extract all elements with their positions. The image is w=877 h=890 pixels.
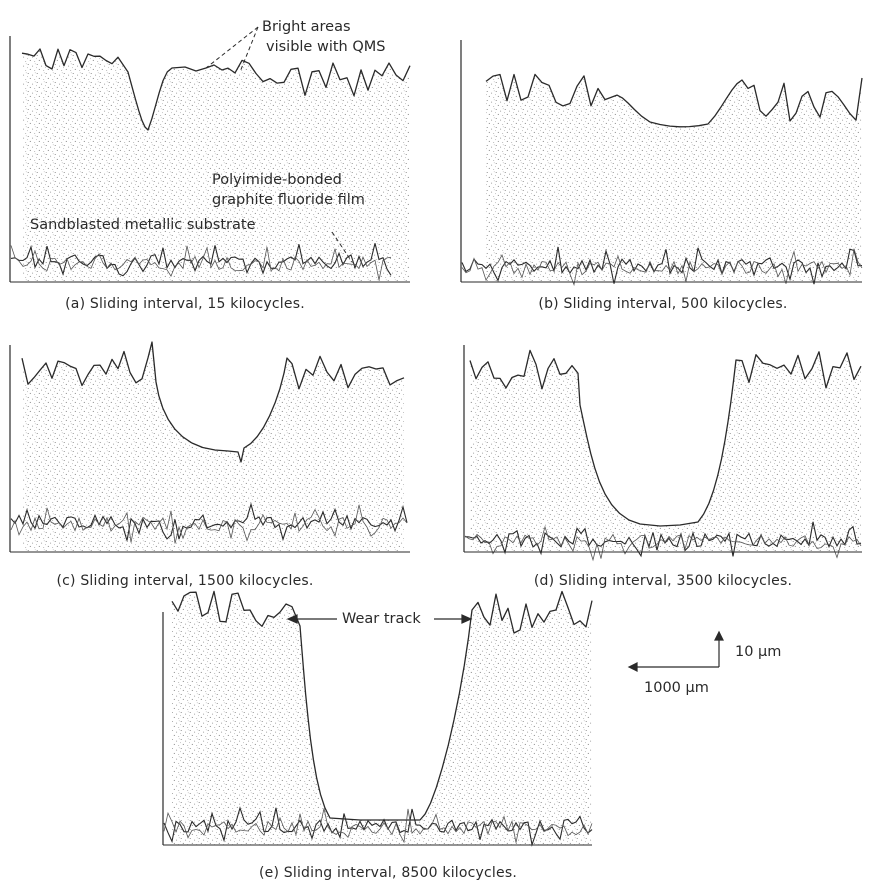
substrate-leader [331,231,353,263]
bright-areas-label-line2: visible with QMS [266,39,386,55]
panel-d-substrate-profile-line [464,525,862,562]
panel-b-film-region [486,74,862,283]
panel-c-substrate-profile-line [10,504,408,544]
bright-areas-label-line1: Bright areas [262,19,351,35]
panel-b-profile [460,40,863,287]
panel-c-substrate-profile-line [10,502,408,542]
panel-d-surface-profile-line [469,349,862,527]
panel-e-substrate-profile-line [163,806,593,847]
panel-b-caption: (b) Sliding interval, 500 kilocycles. [538,296,788,312]
panel-d-substrate-profile-line [464,521,862,558]
wear-track-label: Wear track [342,611,421,627]
panel-b-substrate-profile-line [461,248,863,287]
panel-e-caption: (e) Sliding interval, 8500 kilocycles. [259,865,517,881]
scale-horizontal-label: 1000 µm [644,680,709,696]
panel-a-profile [9,36,411,283]
film-label-line2: graphite fluoride film [212,192,365,208]
panel-a-substrate-profile-line [10,243,392,277]
panel-a-film-region [22,49,410,282]
panel-c-surface-profile-line [21,341,405,463]
panel-a-substrate-profile-line [10,245,392,281]
panel-a-caption: (a) Sliding interval, 15 kilocycles. [65,296,305,312]
panel-e-surface-profile-line [171,590,593,821]
scale-vertical-label: 10 µm [735,644,782,660]
panel-c-profile [9,341,410,553]
panel-c-caption: (c) Sliding interval, 1500 kilocycles. [56,573,314,589]
film-label-line1: Polyimide-bonded [212,172,342,188]
panel-c-film-region [22,342,404,552]
panel-d-caption: (d) Sliding interval, 3500 kilocycles. [533,573,793,589]
panel-b-surface-profile-line [485,73,863,128]
panel-a-surface-profile-line [21,48,411,131]
wear-track-arrows [286,614,473,624]
panel-e-film-region [172,591,592,845]
panel-e-substrate-profile-line [163,808,593,844]
bright-areas-leaders [205,26,259,73]
panel-b-substrate-profile-line [461,246,863,285]
panel-d-profile [463,345,862,562]
panel-e-profile [162,590,593,847]
panel-d-film-region [470,350,861,552]
substrate-label: Sandblasted metallic substrate [30,217,256,233]
scale-bar [627,630,724,672]
